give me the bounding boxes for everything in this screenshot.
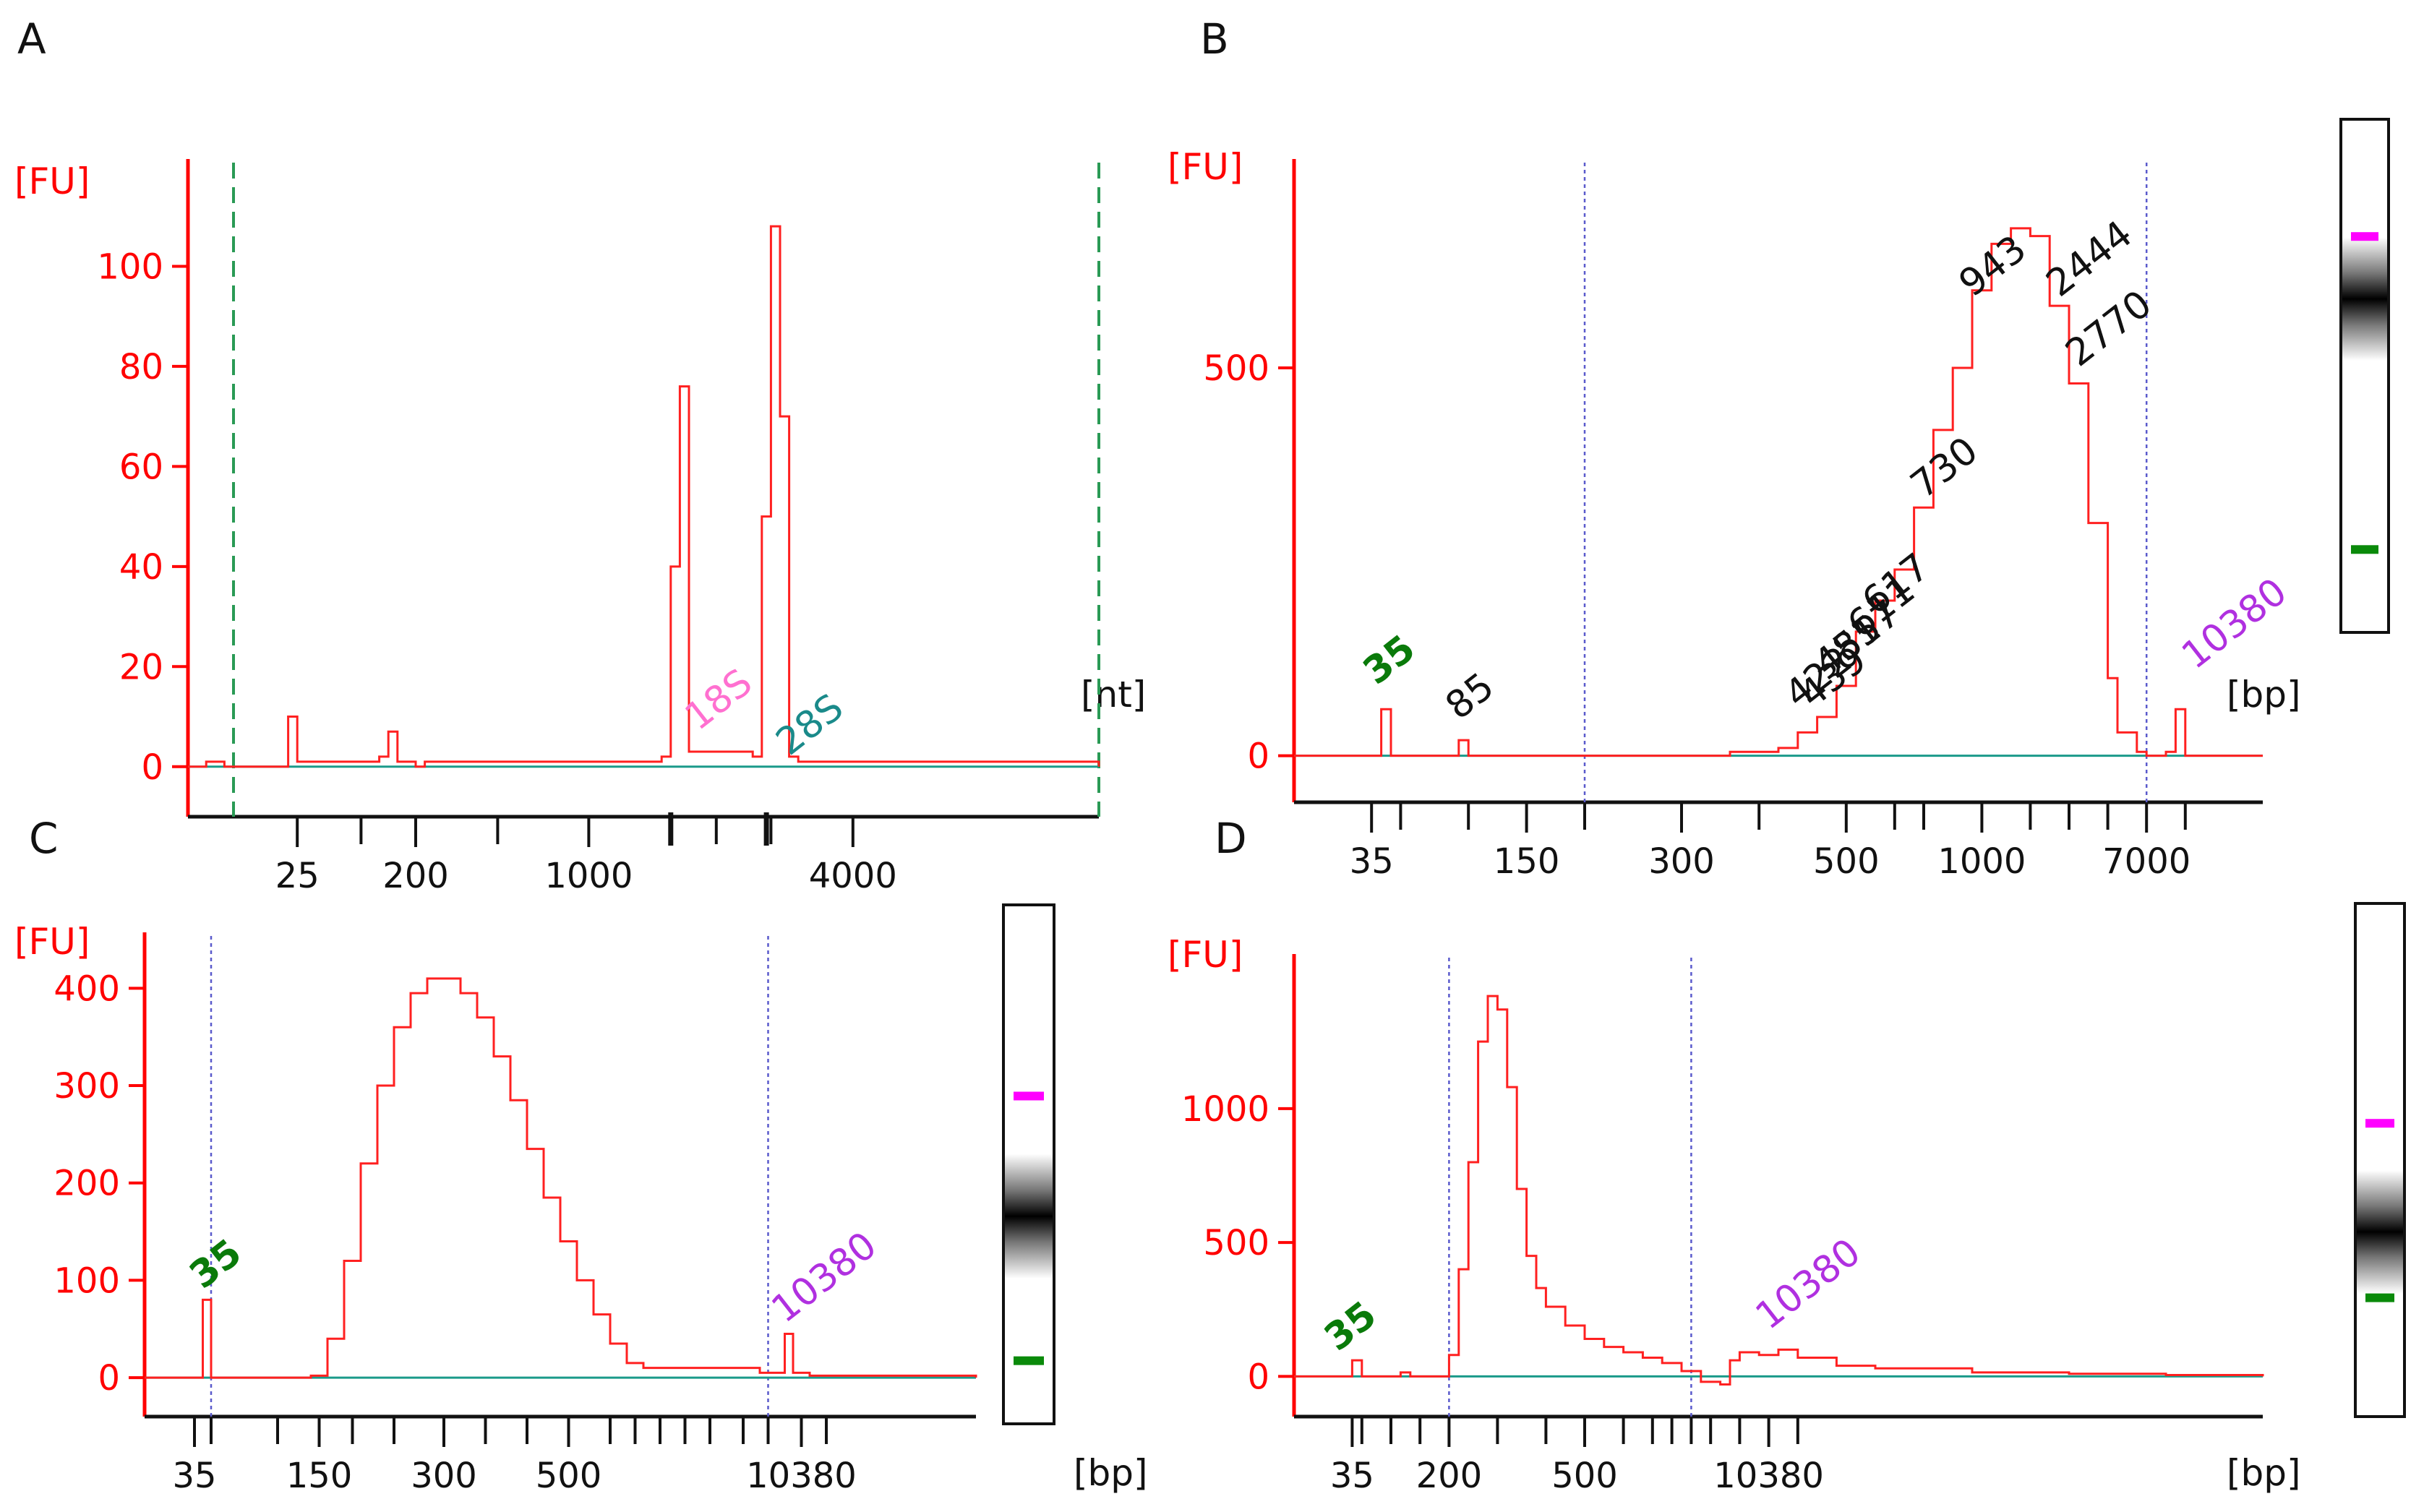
x-tick-label: 35 <box>1330 1456 1374 1496</box>
x-axis-unit: [nt] <box>1081 674 1146 716</box>
x-tick-label: 1000 <box>1937 841 2026 882</box>
gel-band <box>1002 903 1055 1425</box>
y-tick-label: 0 <box>141 747 163 788</box>
y-tick-label: 100 <box>53 1260 120 1301</box>
x-tick-label: 25 <box>275 856 320 896</box>
gel-lane <box>1002 903 1055 1425</box>
x-tick-label: 150 <box>286 1456 353 1496</box>
peak-label: 730 <box>1903 429 1986 507</box>
gel-lower-marker <box>1014 1356 1044 1365</box>
x-tick-label: 35 <box>1350 841 1394 882</box>
x-tick-label: 500 <box>1551 1456 1618 1496</box>
x-axis-unit: [bp] <box>2227 674 2301 716</box>
x-tick-label: 7000 <box>2102 841 2190 882</box>
peak-label: 10380 <box>2174 570 2295 678</box>
panel-c: C [FU] 0 100 200 300 400 35 150 300 500 10380 [bp] 35… <box>14 814 1148 1496</box>
panel-letter: A <box>17 14 46 64</box>
y-tick-label: 500 <box>1203 1223 1269 1263</box>
x-tick-label: 10380 <box>746 1456 857 1496</box>
y-axis-label: [FU] <box>1168 934 1243 976</box>
y-tick-label: 1000 <box>1181 1089 1269 1130</box>
y-axis-label: [FU] <box>1168 146 1243 188</box>
gel-lower-marker <box>2365 1293 2394 1302</box>
gel-band <box>2354 902 2406 1418</box>
y-tick-label: 20 <box>119 647 163 687</box>
x-tick-label: 35 <box>172 1456 216 1496</box>
y-tick-label: 0 <box>98 1358 120 1399</box>
peak-label: 35 <box>1316 1293 1384 1359</box>
x-tick-label: 300 <box>1648 841 1715 882</box>
x-tick-label: 500 <box>536 1456 602 1496</box>
gel-band <box>2339 118 2390 634</box>
y-axis-label: [FU] <box>14 160 90 202</box>
panel-letter: D <box>1215 814 1247 863</box>
trace-line <box>188 225 1100 768</box>
panel-letter: C <box>29 814 59 863</box>
panel-d: D [FU] 0 500 1000 35 200 500 10380 [bp] 35 10380 <box>1168 814 2406 1496</box>
y-tick-label: 200 <box>53 1164 120 1204</box>
x-tick-label: 200 <box>382 856 449 896</box>
y-tick-label: 0 <box>1247 1357 1269 1397</box>
x-tick-label: 4000 <box>809 856 897 896</box>
peak-label: 10380 <box>1748 1231 1869 1339</box>
gel-lane <box>2339 118 2390 634</box>
peak-label: 10380 <box>764 1224 885 1331</box>
trace-line <box>145 977 977 1379</box>
x-axis-unit: [bp] <box>1074 1452 1148 1494</box>
x-tick-label: 150 <box>1494 841 1560 882</box>
peak-label: 943 <box>1951 227 2034 305</box>
x-axis-unit: [bp] <box>2227 1452 2301 1494</box>
peak-label: 28S <box>768 686 852 764</box>
gel-upper-marker <box>1014 1091 1044 1101</box>
peak-label: 35 <box>1356 627 1423 693</box>
x-tick-label: 500 <box>1813 841 1880 882</box>
x-tick-label: 10380 <box>1713 1456 1824 1496</box>
y-tick-label: 300 <box>53 1066 120 1107</box>
y-tick-label: 0 <box>1247 736 1269 777</box>
trace-line <box>1294 227 2263 757</box>
gel-lower-marker <box>2351 545 2378 554</box>
y-tick-label: 60 <box>119 447 163 487</box>
y-tick-label: 100 <box>97 246 163 287</box>
y-axis-label: [FU] <box>14 921 90 963</box>
trace-line <box>1294 995 2264 1386</box>
x-tick-label: 200 <box>1416 1456 1483 1496</box>
y-tick-label: 500 <box>1203 348 1269 389</box>
gel-lane <box>2354 902 2406 1418</box>
x-tick-label: 1000 <box>544 856 633 896</box>
peak-label: 85 <box>1438 665 1502 729</box>
x-tick-label: 300 <box>411 1456 477 1496</box>
gel-upper-marker <box>2365 1119 2394 1128</box>
panel-letter: B <box>1200 14 1229 64</box>
y-tick-label: 40 <box>119 547 163 588</box>
gel-upper-marker <box>2351 232 2378 241</box>
y-tick-label: 400 <box>53 968 120 1009</box>
y-tick-label: 80 <box>119 347 163 387</box>
peak-label: 35 <box>182 1231 250 1297</box>
